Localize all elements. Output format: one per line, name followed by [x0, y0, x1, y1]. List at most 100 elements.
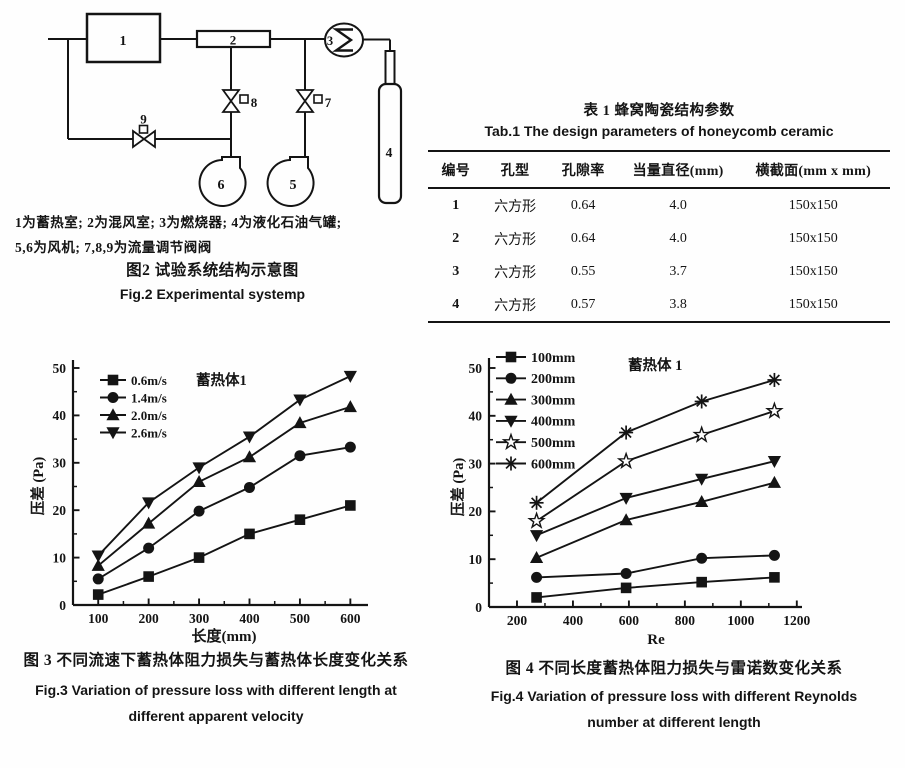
fig4-caption-en2: number at different length — [587, 714, 761, 730]
data-marker-star — [616, 451, 636, 470]
data-marker-square — [696, 576, 707, 588]
svg-text:400: 400 — [563, 613, 584, 628]
label-fan-left: 6 — [218, 178, 225, 193]
chart-annotation: 蓄热体 1 — [628, 356, 682, 374]
data-marker-triangle-up — [619, 513, 633, 526]
data-marker-circle — [344, 441, 356, 453]
axes — [71, 360, 368, 607]
series-line — [536, 460, 775, 537]
tick-labels: 100 200 300 400 500 600 0 10 20 30 40 50 — [53, 361, 361, 626]
svg-text:40: 40 — [469, 409, 483, 424]
tick-labels: 200 400 600 800 1000 1200 0 10 20 30 40 50 — [469, 361, 811, 628]
burner-circle — [324, 22, 364, 58]
table-cell: 0.64 — [570, 230, 596, 246]
data-marker-asterisk — [696, 395, 708, 408]
honeycomb-parameters-table: 编号 孔型 孔隙率 当量直径(mm) 横截面(mm x mm) 1 六方形 0.64 4.0 1… — [428, 150, 890, 323]
table-cell: 1 — [452, 197, 460, 213]
data-marker-triangle-down — [142, 497, 156, 510]
valve-9-icon — [132, 129, 156, 149]
data-marker-circle — [92, 573, 104, 585]
data-marker-triangle-down — [293, 394, 307, 407]
series-2.0m/s — [91, 400, 357, 571]
data-marker-triangle-up — [767, 475, 782, 488]
data-marker-circle — [243, 481, 255, 493]
data-marker-triangle-down — [91, 550, 105, 563]
data-marker-asterisk — [620, 426, 632, 439]
legend-label: 2.0m/s — [131, 408, 167, 423]
valve-9-actuator — [138, 124, 149, 134]
fig4-caption-en1: Fig.4 Variation of pressure loss with di… — [490, 688, 858, 704]
table-cell: 0.55 — [570, 263, 596, 279]
experimental-system-schematic: 1 2 3 4 5 6 7 8 9 — [48, 12, 403, 207]
legend-label: 500mm — [531, 436, 576, 451]
series-line — [536, 576, 775, 599]
legend-label: 100mm — [531, 351, 576, 366]
table-cell: 六方形 — [494, 232, 537, 248]
legend-label: 0.6m/s — [131, 373, 167, 388]
data-marker-asterisk — [768, 374, 780, 386]
data-marker-circle — [531, 571, 543, 583]
series-line — [536, 379, 775, 504]
legend-label: 400mm — [531, 415, 576, 430]
fig2-caption-en: Fig.2 Experimental systemp — [119, 286, 306, 302]
table-cell: 2 — [452, 230, 460, 246]
data-marker-triangle-up — [343, 400, 357, 413]
axes — [487, 358, 802, 609]
fig4-caption-zh: 图 4 不同长度蓄热体阻力损失与雷诺数变化关系 — [505, 660, 843, 677]
legend-label: 200mm — [531, 372, 576, 387]
table-cell: 0.64 — [570, 197, 596, 213]
data-marker-triangle-down — [343, 370, 357, 383]
column-header: 编号 — [428, 151, 484, 189]
data-marker-triangle-up — [293, 416, 307, 429]
data-marker-circle — [193, 505, 205, 517]
data-marker-triangle-up — [504, 392, 518, 405]
fig2-caption-zh: 图2 试验系统结构示意图 — [126, 262, 299, 279]
table-cell: 150x150 — [788, 263, 838, 279]
valve-7-icon — [295, 89, 315, 113]
table-row: 3 六方形 0.55 3.7 150x150 — [428, 255, 890, 288]
table-cell: 150x150 — [788, 296, 838, 312]
table-cell: 3.7 — [669, 263, 687, 279]
data-marker-triangle-down — [695, 473, 709, 486]
svg-text:10: 10 — [53, 550, 67, 565]
series-2.6m/s — [91, 370, 357, 563]
x-axis-label: Re — [647, 632, 665, 648]
series-0.6m/s — [92, 500, 356, 600]
data-marker-square — [505, 351, 517, 363]
legend: 100mm 200mm 300mm 400mm 500mm 600mm — [496, 351, 576, 472]
table-cell: 六方形 — [494, 265, 537, 281]
mixing-chamber-box — [195, 29, 272, 49]
label-fan-right: 5 — [290, 178, 297, 193]
table-row: 1 六方形 0.64 4.0 150x150 — [428, 188, 890, 222]
svg-text:100: 100 — [88, 611, 109, 626]
data-marker-star — [765, 401, 784, 419]
chart-annotation: 蓄热体1 — [196, 371, 247, 389]
data-marker-triangle-down — [242, 431, 257, 444]
legend: 0.6m/s 1.4m/s 2.0m/s 2.6m/s — [100, 373, 167, 440]
label-valve-9: 9 — [140, 112, 147, 127]
table-cell: 六方形 — [494, 199, 537, 215]
data-marker-circle — [696, 552, 708, 564]
series-200mm — [531, 549, 780, 583]
y-axis-label: 压差 (Pa) — [450, 458, 467, 517]
svg-text:1000: 1000 — [727, 613, 754, 628]
valve-8-icon — [221, 89, 241, 113]
series-line — [97, 504, 351, 596]
valve-7-actuator — [313, 94, 323, 104]
fan-right-body — [266, 156, 315, 207]
data-marker-square — [193, 552, 205, 563]
series-line — [536, 554, 775, 579]
label-gas-tank: 4 — [386, 145, 393, 160]
legend-label: 2.6m/s — [131, 425, 167, 440]
data-marker-triangle-up — [695, 495, 709, 508]
series-500mm — [527, 401, 784, 529]
table-cell: 4.0 — [669, 230, 687, 246]
gas-cylinder-body — [377, 82, 403, 205]
data-marker-square — [620, 582, 632, 594]
data-marker-circle — [294, 450, 306, 462]
svg-text:10: 10 — [469, 552, 483, 567]
data-marker-circle — [107, 392, 119, 403]
data-marker-triangle-down — [192, 462, 206, 475]
fig3-caption-en2: different apparent velocity — [128, 708, 304, 724]
